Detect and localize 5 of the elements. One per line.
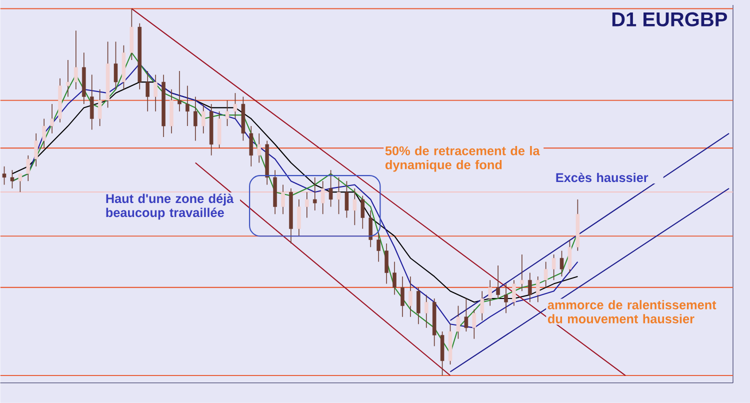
- annotation: 50% de retracement de la dynamique de fond: [385, 146, 540, 172]
- chart-title: D1 EURGBP: [612, 12, 728, 26]
- annotation: Haut d'une zone déjà beaucoup travaillée: [106, 194, 234, 220]
- annotation: ammorce de ralentissement du mouvement haussier: [548, 300, 716, 324]
- annotation: Excès haussier: [556, 172, 648, 182]
